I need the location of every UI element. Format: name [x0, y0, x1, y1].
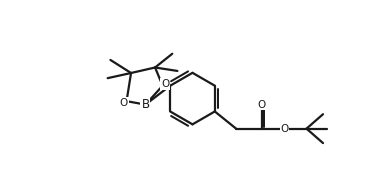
Text: B: B: [141, 98, 149, 111]
Text: O: O: [280, 124, 289, 134]
Text: O: O: [161, 79, 169, 89]
Text: O: O: [120, 98, 128, 107]
Text: O: O: [258, 100, 266, 110]
